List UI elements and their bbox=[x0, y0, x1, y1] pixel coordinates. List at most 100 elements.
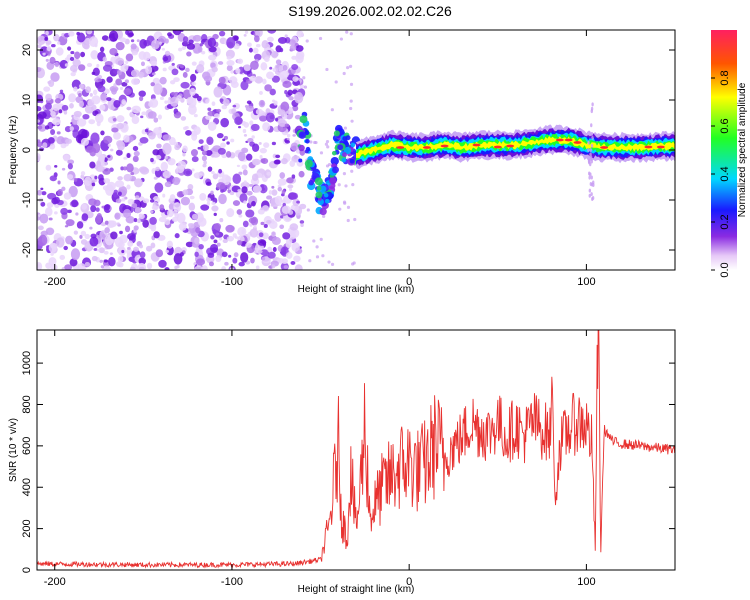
heatmap-cell bbox=[244, 30, 249, 34]
heatmap-cell bbox=[68, 185, 78, 198]
heatmap-peak bbox=[564, 138, 573, 142]
heatmap-cell bbox=[122, 166, 128, 171]
heatmap-cell bbox=[191, 81, 197, 86]
heatmap-cell bbox=[242, 128, 247, 134]
heatmap-cell bbox=[590, 182, 594, 187]
heatmap-cell bbox=[236, 240, 243, 246]
heatmap-cell bbox=[324, 142, 329, 146]
heatmap-cell bbox=[343, 126, 347, 130]
heatmap-cell bbox=[98, 78, 103, 82]
heatmap-cell bbox=[349, 82, 354, 86]
heatmap-cell bbox=[64, 225, 69, 228]
heatmap-cell bbox=[205, 149, 213, 156]
heatmap-cell bbox=[589, 172, 592, 177]
heatmap-cell bbox=[245, 209, 255, 218]
heatmap-cell bbox=[273, 159, 281, 165]
heatmap-cell bbox=[99, 259, 104, 263]
heatmap-cell bbox=[590, 192, 593, 197]
top-y-tick-label: 10 bbox=[21, 94, 33, 106]
heatmap-cell bbox=[240, 252, 249, 263]
heatmap-cell bbox=[104, 220, 109, 225]
heatmap-cell bbox=[227, 188, 232, 194]
heatmap-cell bbox=[211, 201, 216, 206]
heatmap-cell bbox=[180, 81, 190, 89]
heatmap-cell bbox=[131, 78, 140, 86]
heatmap-cell bbox=[233, 252, 239, 258]
heatmap-cell bbox=[249, 120, 254, 126]
heatmap-cell bbox=[312, 166, 317, 171]
heatmap-cell bbox=[131, 115, 140, 125]
heatmap-cell bbox=[351, 183, 355, 187]
heatmap-cell bbox=[247, 42, 252, 47]
heatmap-cell bbox=[249, 75, 257, 82]
heatmap-cell bbox=[261, 256, 266, 261]
heatmap-cell bbox=[324, 198, 330, 204]
heatmap-cell bbox=[101, 35, 109, 41]
heatmap-cell bbox=[156, 143, 162, 149]
heatmap-cell bbox=[220, 117, 229, 128]
heatmap-cell bbox=[339, 37, 343, 41]
heatmap-cell bbox=[590, 131, 594, 136]
heatmap-cell bbox=[171, 62, 175, 66]
heatmap-cell bbox=[68, 93, 77, 103]
heatmap-cell bbox=[55, 47, 64, 56]
heatmap-cell bbox=[314, 177, 323, 186]
heatmap-cell bbox=[59, 254, 66, 260]
heatmap-cell bbox=[267, 30, 277, 34]
heatmap-cell bbox=[284, 123, 290, 128]
heatmap-cell bbox=[238, 125, 242, 129]
heatmap-cell bbox=[167, 158, 176, 166]
heatmap-cell bbox=[149, 199, 155, 203]
heatmap-cell bbox=[113, 99, 121, 108]
heatmap-cell bbox=[79, 234, 83, 239]
heatmap-cell bbox=[58, 109, 63, 114]
heatmap-cell bbox=[308, 259, 312, 263]
heatmap-cell bbox=[114, 212, 121, 220]
heatmap-cell bbox=[201, 50, 206, 55]
heatmap-cell bbox=[272, 99, 276, 103]
heatmap-cell bbox=[54, 98, 62, 104]
heatmap-cell bbox=[139, 244, 143, 249]
heatmap-cell bbox=[315, 255, 320, 259]
heatmap-cell bbox=[152, 196, 160, 205]
heatmap-cell bbox=[342, 71, 346, 76]
bottom-x-tick-label: 100 bbox=[577, 576, 595, 588]
heatmap-cell bbox=[126, 106, 132, 111]
heatmap-cell bbox=[353, 217, 357, 222]
heatmap-cell bbox=[60, 143, 67, 149]
bottom-y-tick-label: 400 bbox=[21, 478, 33, 496]
bottom-plot-frame bbox=[36, 329, 676, 571]
heatmap-cell bbox=[263, 223, 268, 229]
heatmap-noise-region bbox=[37, 30, 357, 270]
heatmap-cell bbox=[259, 184, 268, 194]
heatmap-cell bbox=[89, 236, 99, 247]
heatmap-peak bbox=[422, 146, 431, 149]
heatmap-cell bbox=[207, 107, 212, 112]
heatmap-cell bbox=[285, 240, 292, 248]
heatmap-cell bbox=[52, 118, 61, 126]
heatmap-cell bbox=[45, 207, 53, 217]
heatmap-cell bbox=[138, 90, 146, 98]
heatmap-cell bbox=[265, 108, 271, 114]
heatmap-cell bbox=[37, 141, 43, 148]
heatmap-cell bbox=[130, 39, 135, 43]
heatmap-cell bbox=[218, 168, 223, 174]
heatmap-cell bbox=[162, 134, 172, 141]
heatmap-cell bbox=[116, 222, 120, 225]
heatmap-cell bbox=[53, 33, 60, 42]
heatmap-cell bbox=[261, 40, 269, 49]
heatmap-cell bbox=[292, 134, 296, 137]
heatmap-cell bbox=[326, 145, 330, 149]
heatmap-cell bbox=[166, 245, 174, 256]
heatmap-cell bbox=[290, 261, 296, 265]
heatmap-cell bbox=[254, 76, 263, 84]
heatmap-peak bbox=[472, 143, 481, 147]
heatmap-cell bbox=[188, 39, 194, 44]
heatmap-cell bbox=[232, 257, 238, 264]
heatmap-cell bbox=[291, 242, 300, 252]
heatmap-cell bbox=[182, 36, 189, 44]
heatmap-peak bbox=[644, 145, 653, 149]
heatmap-cell bbox=[245, 153, 253, 161]
heatmap-cell bbox=[309, 140, 313, 144]
heatmap-cell bbox=[109, 252, 113, 256]
